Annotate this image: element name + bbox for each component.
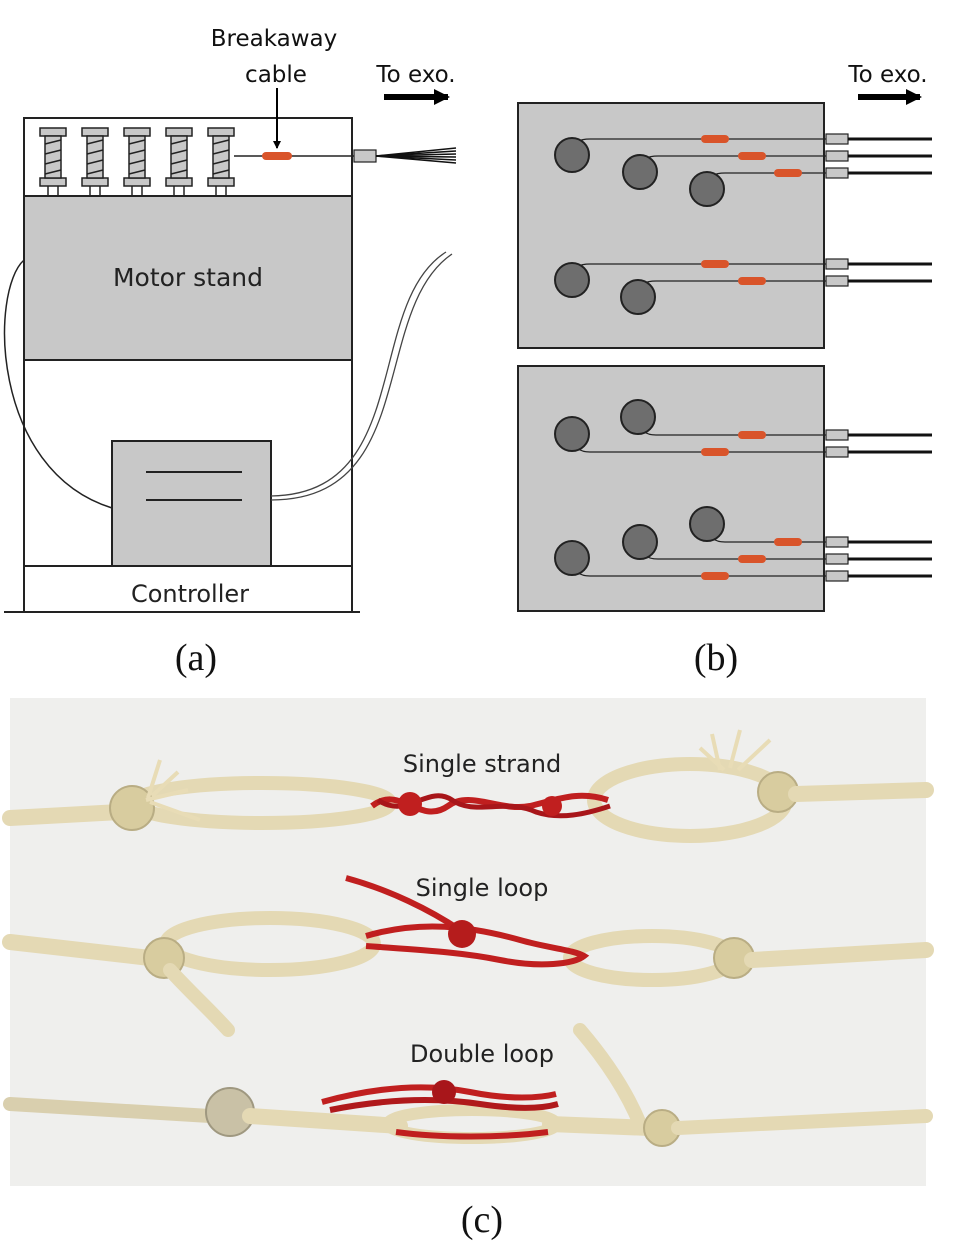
label-single-strand: Single strand	[403, 750, 561, 778]
rope-knot	[109, 785, 155, 831]
panel-b: To exo.	[517, 62, 932, 679]
rope	[242, 1108, 408, 1134]
label-controller: Controller	[131, 580, 249, 608]
pulley	[689, 171, 725, 207]
red-cord-tail	[345, 875, 462, 933]
wire-right-1	[270, 253, 453, 501]
label-motor-stand: Motor stand	[113, 263, 263, 292]
rope	[744, 942, 934, 968]
breakaway-marker	[774, 169, 802, 177]
red-cord-double-loop	[329, 1097, 559, 1113]
rope	[542, 1116, 658, 1136]
label-to-exo-b: To exo.	[847, 62, 927, 88]
pulley-group-4	[554, 506, 932, 582]
cable-sleeve	[353, 149, 377, 163]
pulley	[622, 524, 658, 560]
wire-left	[3, 259, 113, 509]
red-knot	[432, 1080, 456, 1104]
red-knot	[398, 792, 422, 816]
pulley	[554, 540, 590, 576]
red-knot	[542, 796, 562, 816]
rope-row-single-loop	[2, 875, 934, 1037]
rope	[788, 782, 934, 802]
pulley-group-1	[554, 133, 932, 207]
controller-box	[111, 440, 272, 567]
spools	[39, 127, 235, 196]
breakaway-marker	[701, 135, 729, 143]
caption-b: (b)	[694, 637, 738, 679]
rope	[671, 1109, 933, 1135]
pulley	[620, 399, 656, 435]
caption-c: (c)	[461, 1199, 503, 1241]
label-double-loop: Double loop	[410, 1040, 554, 1068]
pulley	[554, 262, 590, 298]
label-to-exo-a: To exo.	[375, 62, 455, 88]
pulley	[554, 137, 590, 173]
pulley	[620, 279, 656, 315]
breakaway-marker	[774, 538, 802, 546]
frayed-end	[698, 729, 772, 772]
spool-3	[123, 127, 151, 187]
breakaway-marker	[738, 555, 766, 563]
spool-2	[81, 127, 109, 187]
label-breakaway-line2: cable	[245, 62, 307, 88]
pulley-box-lower	[517, 365, 825, 612]
motor-stand-block	[23, 195, 353, 361]
pulley	[689, 506, 725, 542]
breakaway-marker	[738, 152, 766, 160]
spool-5	[207, 127, 235, 187]
rope-tail	[163, 963, 235, 1037]
red-cord-double-loop	[395, 1129, 549, 1140]
frayed-end	[145, 759, 201, 822]
label-single-loop: Single loop	[416, 874, 549, 902]
pulley-group-3	[554, 399, 932, 458]
pulley	[622, 154, 658, 190]
breakaway-marker	[701, 448, 729, 456]
red-knot	[448, 920, 476, 948]
rope-tail	[573, 1023, 647, 1131]
breakaway-cable-marker	[262, 152, 292, 160]
breakaway-marker	[738, 431, 766, 439]
caption-a: (a)	[175, 637, 217, 679]
rope	[2, 934, 158, 966]
rope	[3, 1097, 217, 1123]
breakaway-marker	[701, 260, 729, 268]
wire-right-2	[270, 251, 447, 497]
spool-4	[165, 127, 193, 187]
red-cord-double-loop	[321, 1084, 557, 1105]
rope	[2, 804, 128, 826]
panel-c-photo: Single strand Single loop	[2, 698, 934, 1186]
breakaway-marker	[738, 277, 766, 285]
spool-1	[39, 127, 67, 187]
pulley-group-2	[554, 258, 932, 315]
pulley	[554, 416, 590, 452]
rope-row-double-loop	[3, 1023, 933, 1147]
label-breakaway-line1: Breakaway	[211, 26, 338, 52]
panel-a: Breakaway cable To exo. Motor stand Cont…	[3, 26, 457, 679]
cable-bundle	[375, 147, 457, 164]
breakaway-marker	[701, 572, 729, 580]
rope-row-single-strand	[2, 729, 934, 843]
